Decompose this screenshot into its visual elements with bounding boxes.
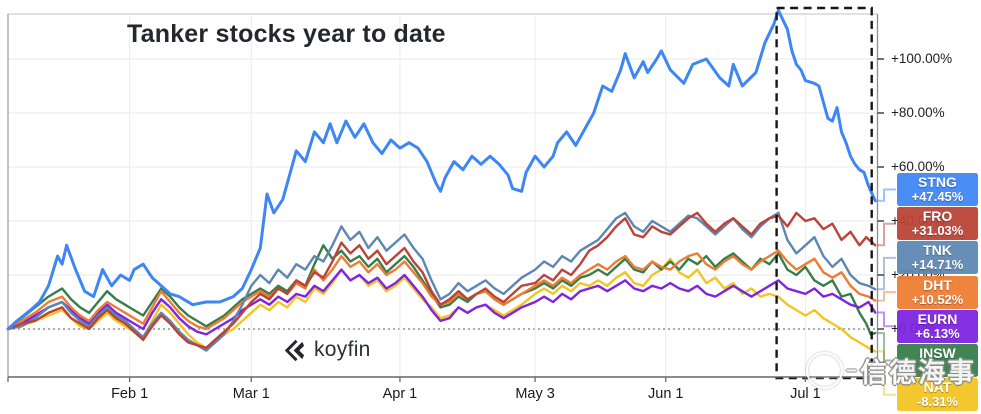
watermark-dash: –: [846, 359, 858, 381]
watermark-text: 信德海事: [860, 358, 977, 388]
legend-chip-INSW[interactable]: INSW%: [897, 344, 978, 377]
x-tick-label: May 3: [515, 386, 555, 402]
x-tick-label: Jul 1: [790, 386, 821, 402]
x-tick-label: Feb 1: [111, 386, 149, 402]
legend-ticker-label: INSW: [919, 344, 956, 361]
koyfin-brand: koyfin: [284, 338, 371, 362]
series-line-EURN: [6, 268, 877, 336]
legend-value-label: +31.03%: [911, 223, 964, 239]
highlight-dashed-box: [775, 6, 873, 380]
series-line-INSW: [6, 244, 877, 336]
legend-ticker-label: EURN: [917, 310, 958, 327]
legend-leader-FRO: [877, 222, 896, 247]
legend-value-label: %: [931, 360, 944, 376]
series-line-TNK: [6, 211, 877, 352]
legend-chip-EURN[interactable]: EURN +6.13%: [897, 309, 978, 343]
legend-chip-STNG[interactable]: STNG +47.45%: [897, 173, 978, 206]
legend-leader-STNG: [877, 188, 896, 202]
legend-leader-NAT: [877, 350, 896, 396]
series-line-STNG: [6, 8, 877, 331]
legend-chip-NAT[interactable]: NAT -8.31%: [897, 378, 978, 412]
legend-ticker-label: NAT: [923, 379, 952, 396]
legend-leader-DHT: [877, 291, 896, 302]
legend-leader-EURN: [877, 311, 896, 328]
legend-chip-FRO[interactable]: FRO +31.03%: [897, 207, 978, 241]
legend-ticker-label: TNK: [923, 242, 952, 259]
legend-ticker-label: STNG: [918, 173, 957, 190]
legend-value-label: +10.52%: [911, 291, 964, 307]
x-tick-label: Mar 1: [232, 386, 270, 402]
legend-value-label: +14.71%: [911, 257, 964, 273]
chart-title: Tanker stocks year to date: [127, 20, 446, 48]
shipping-logo-icon: [806, 352, 843, 389]
watermark: – 信德海事: [806, 351, 976, 390]
y-tick-label: +60.00%: [891, 159, 945, 174]
legend-ticker-label: FRO: [922, 208, 953, 225]
x-tick-label: Jun 1: [648, 386, 684, 402]
legend-chip-TNK[interactable]: TNK +14.71%: [897, 241, 978, 275]
y-tick-label: +100.00%: [891, 51, 953, 66]
legend-value-label: -8.31%: [916, 394, 959, 410]
legend-value-label: +47.45%: [911, 189, 964, 205]
koyfin-logo-icon: [284, 339, 305, 361]
x-tick-label: Apr 1: [382, 386, 418, 402]
koyfin-logo-text: koyfin: [314, 338, 371, 361]
legend-leader-INSW: [877, 332, 896, 362]
series-line-DHT: [6, 249, 877, 331]
legend-ticker-label: DHT: [923, 276, 952, 293]
y-tick-label: +80.00%: [891, 105, 945, 120]
legend-value-label: +6.13%: [915, 325, 960, 341]
series-line-FRO: [6, 211, 877, 350]
legend-leader-TNK: [877, 256, 896, 291]
legend-chip-DHT[interactable]: DHT +10.52%: [897, 275, 978, 309]
